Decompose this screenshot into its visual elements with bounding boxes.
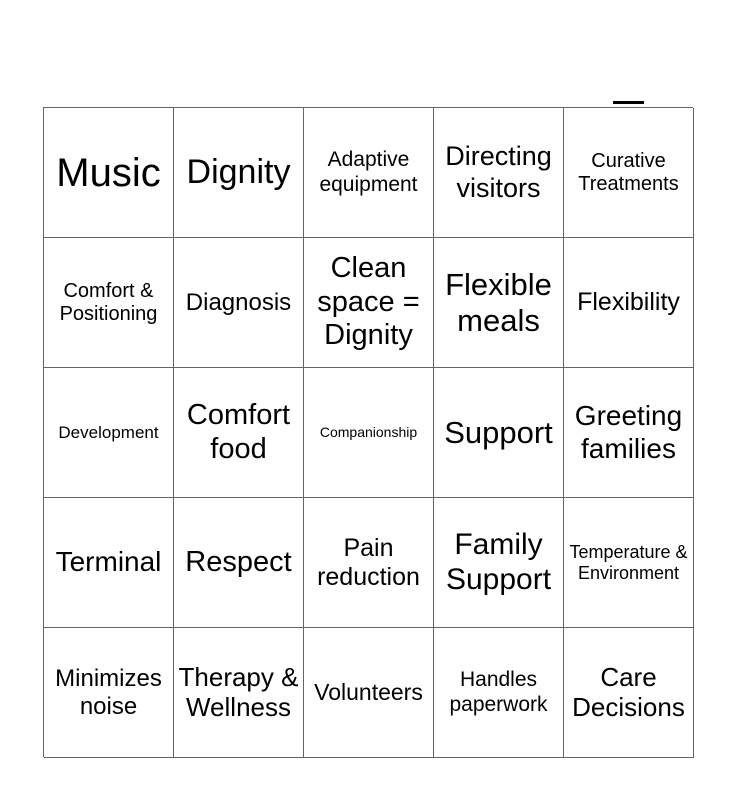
bingo-cell[interactable]: Curative Treatments xyxy=(564,108,694,238)
bingo-grid: Music Dignity Adaptive equipment Directing … xyxy=(43,107,694,758)
bingo-cell-text: Directing visitors xyxy=(445,141,552,203)
bingo-cell[interactable]: Minimizes noise xyxy=(44,628,174,758)
bingo-cell-text: Diagnosis xyxy=(185,288,292,316)
bingo-cell[interactable]: Terminal xyxy=(44,498,174,628)
bingo-cell[interactable]: Diagnosis xyxy=(174,238,304,368)
bingo-cell[interactable]: Clean space = Dignity xyxy=(304,238,434,368)
bingo-cell-text: Comfort & Positioning xyxy=(59,279,158,325)
bingo-cell-text: Dignity xyxy=(186,152,291,191)
bingo-cell[interactable]: Comfort food xyxy=(174,368,304,498)
bingo-cell-text: Therapy & Wellness xyxy=(178,661,299,722)
bingo-cell[interactable]: Temperature & Environment xyxy=(564,498,694,628)
bingo-cell-text: Care Decisions xyxy=(572,661,685,722)
bingo-cell[interactable]: Support xyxy=(434,368,564,498)
bingo-cell-text: Respect xyxy=(185,545,292,578)
bingo-cell[interactable]: Flexible meals xyxy=(434,238,564,368)
bingo-cell[interactable]: Care Decisions xyxy=(564,628,694,758)
bingo-cell-text: Companionship xyxy=(319,424,418,441)
bingo-cell[interactable]: Therapy & Wellness xyxy=(174,628,304,758)
bingo-cell[interactable]: Comfort & Positioning xyxy=(44,238,174,368)
bingo-cell[interactable]: Development xyxy=(44,368,174,498)
bingo-cell[interactable]: Directing visitors xyxy=(434,108,564,238)
bingo-cell-text: Adaptive equipment xyxy=(319,148,418,196)
bingo-cell-text: Temperature & Environment xyxy=(569,541,688,583)
bingo-cell[interactable]: Pain reduction xyxy=(304,498,434,628)
bingo-cell-text: Pain reduction xyxy=(317,533,420,591)
bingo-cell-text: Flexible meals xyxy=(445,266,552,338)
bingo-cell[interactable]: Flexibility xyxy=(564,238,694,368)
header-dash xyxy=(613,101,644,104)
bingo-cell-text: Terminal xyxy=(55,546,162,578)
bingo-cell[interactable]: Companionship xyxy=(304,368,434,498)
bingo-cell-text: Volunteers xyxy=(314,679,423,706)
bingo-cell[interactable]: Handles paperwork xyxy=(434,628,564,758)
bingo-cell-text: Clean space = Dignity xyxy=(317,252,420,352)
bingo-cell-text: Music xyxy=(56,150,161,195)
bingo-cell-text: Support xyxy=(444,414,553,450)
bingo-cell[interactable]: Greeting families xyxy=(564,368,694,498)
bingo-cell-text: Handles paperwork xyxy=(449,668,548,716)
bingo-cell-text: Greeting families xyxy=(574,400,683,464)
bingo-cell-text: Family Support xyxy=(445,528,552,596)
bingo-cell-text: Minimizes noise xyxy=(55,664,162,720)
bingo-cell[interactable]: Adaptive equipment xyxy=(304,108,434,238)
bingo-cell[interactable]: Family Support xyxy=(434,498,564,628)
bingo-cell-text: Flexibility xyxy=(577,288,680,317)
bingo-cell[interactable]: Volunteers xyxy=(304,628,434,758)
bingo-cell[interactable]: Music xyxy=(44,108,174,238)
bingo-cell-text: Comfort food xyxy=(186,399,291,465)
bingo-cell-text: Curative Treatments xyxy=(578,149,679,195)
bingo-cell[interactable]: Respect xyxy=(174,498,304,628)
bingo-cell[interactable]: Dignity xyxy=(174,108,304,238)
bingo-cell-text: Development xyxy=(58,422,159,442)
